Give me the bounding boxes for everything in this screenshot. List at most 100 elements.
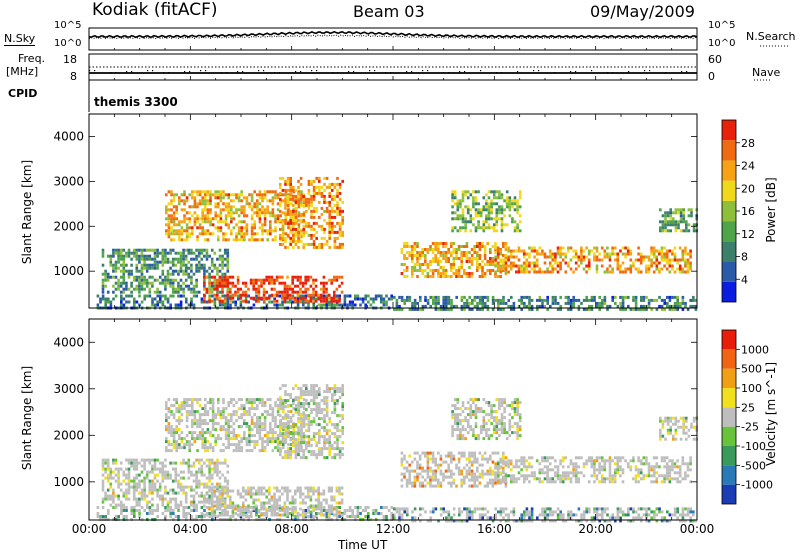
- velocity-cell: [274, 437, 277, 441]
- velocity-cell: [310, 453, 313, 457]
- power-cell: [335, 303, 339, 307]
- velocity-cell: [322, 513, 326, 517]
- velocity-cell: [135, 503, 139, 507]
- power-cell: [595, 258, 599, 262]
- velocity-cell: [294, 453, 298, 457]
- power-cell: [276, 214, 280, 218]
- power-cell: [348, 303, 352, 307]
- velocity-cell: [182, 458, 185, 462]
- velocity-cell: [164, 509, 167, 512]
- velocity-cell: [170, 428, 173, 432]
- velocity-cell: [178, 416, 181, 420]
- power-cell: [201, 229, 204, 233]
- power-cell: [309, 293, 313, 297]
- velocity-cell: [164, 491, 167, 495]
- velocity-cell: [250, 440, 254, 444]
- power-cell: [598, 258, 601, 262]
- power-cell: [338, 224, 342, 228]
- power-cell: [188, 217, 191, 221]
- power-cell: [477, 190, 480, 194]
- velocity-cell: [291, 513, 294, 517]
- velocity-cell: [161, 500, 165, 504]
- velocity-cell: [279, 407, 282, 411]
- power-cell: [372, 297, 375, 301]
- velocity-cell: [236, 492, 240, 496]
- power-cell: [684, 258, 687, 262]
- power-cell: [261, 199, 264, 203]
- power-cell: [330, 299, 333, 303]
- power-cell: [559, 252, 562, 256]
- power-cell: [509, 261, 513, 265]
- velocity-cell: [205, 476, 209, 480]
- power-cell: [322, 303, 326, 307]
- power-cell: [451, 196, 454, 200]
- velocity-cell: [390, 512, 393, 515]
- power-cell: [283, 287, 287, 291]
- power-cell: [156, 300, 159, 304]
- velocity-cell: [161, 464, 165, 468]
- power-cell: [307, 299, 310, 303]
- power-cell: [453, 190, 457, 194]
- power-cell: [687, 208, 691, 212]
- colorbar-tick-label: 16: [741, 205, 755, 218]
- power-cell: [221, 257, 224, 261]
- velocity-cell: [309, 515, 313, 518]
- power-cell: [292, 227, 295, 231]
- power-cell: [637, 307, 640, 311]
- velocity-cell: [250, 401, 254, 405]
- velocity-cell: [340, 513, 344, 517]
- power-cell: [271, 208, 275, 212]
- power-cell: [659, 226, 662, 230]
- velocity-cell: [320, 513, 323, 517]
- velocity-cell: [127, 476, 131, 480]
- velocity-cell: [282, 440, 285, 444]
- power-cell: [271, 238, 275, 242]
- power-cell: [460, 257, 463, 260]
- power-cell: [472, 217, 475, 221]
- velocity-cell: [182, 485, 185, 489]
- velocity-cell: [289, 416, 293, 420]
- velocity-cell: [203, 473, 206, 477]
- power-cell: [336, 191, 339, 195]
- power-cell: [434, 260, 437, 263]
- freq-point: [337, 72, 339, 74]
- velocity-cell: [180, 401, 184, 405]
- power-cell: [629, 258, 633, 262]
- velocity-cell: [211, 422, 215, 426]
- velocity-cell: [217, 401, 220, 405]
- power-cell: [252, 281, 255, 285]
- velocity-cell: [275, 489, 279, 493]
- power-cell: [426, 298, 430, 302]
- velocity-cell: [106, 497, 110, 501]
- power-cell: [538, 270, 542, 274]
- power-cell: [312, 188, 316, 192]
- power-cell: [333, 242, 337, 246]
- velocity-cell: [180, 407, 184, 411]
- velocity-cell: [206, 446, 210, 450]
- power-cell: [180, 238, 184, 242]
- power-cell: [172, 232, 176, 236]
- power-cell: [595, 255, 599, 259]
- velocity-cell: [208, 501, 211, 505]
- power-cell: [209, 223, 212, 227]
- power-cell: [182, 257, 185, 261]
- power-cell: [546, 307, 549, 311]
- power-cell: [492, 196, 496, 200]
- power-cell: [567, 298, 570, 302]
- power-cell: [632, 307, 635, 311]
- power-cell: [256, 205, 259, 209]
- velocity-cell: [153, 482, 157, 486]
- power-cell: [106, 275, 110, 279]
- power-cell: [304, 296, 307, 300]
- power-cell: [666, 304, 669, 308]
- velocity-cell: [200, 470, 204, 474]
- power-cell: [294, 194, 298, 198]
- power-cell: [677, 226, 680, 230]
- velocity-cell: [179, 461, 183, 465]
- velocity-cell: [390, 515, 393, 518]
- velocity-cell: [193, 422, 197, 426]
- power-cell: [205, 300, 209, 304]
- power-cell: [398, 304, 401, 308]
- power-cell: [525, 304, 529, 308]
- power-cell: [640, 304, 643, 308]
